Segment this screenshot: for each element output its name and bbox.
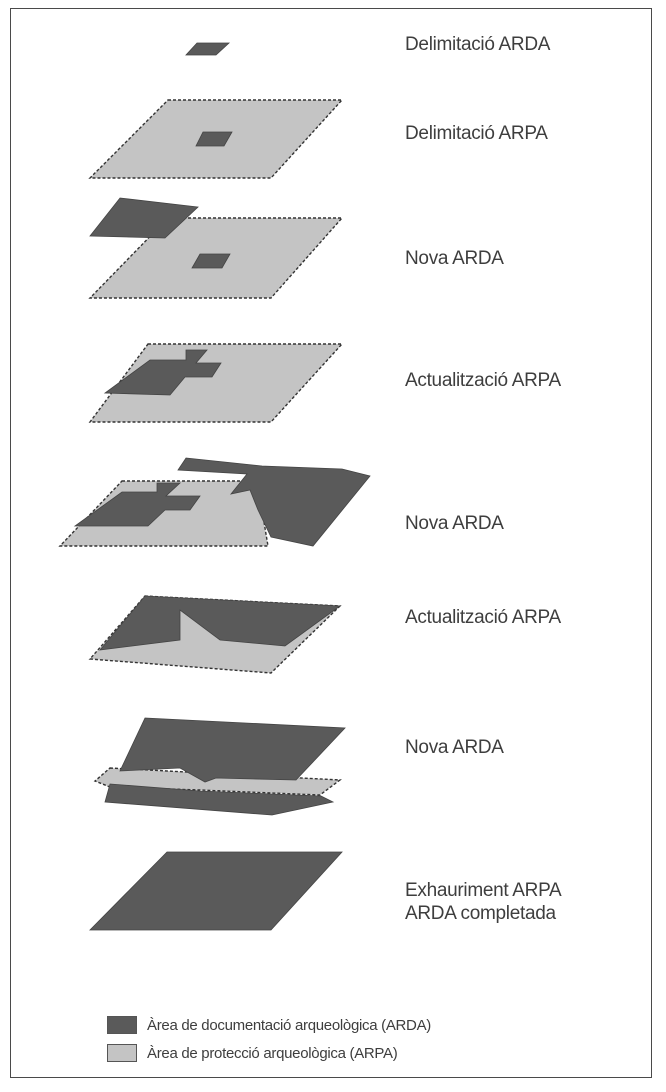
legend-label-arda: Àrea de documentació arqueològica (ARDA) [147,1016,431,1034]
legend-item-arpa: Àrea de protecció arqueològica (ARPA) [107,1042,398,1064]
stage-4-label: Actualització ARPA [405,370,561,391]
stage-1-label: Delimitació ARDA [405,34,551,55]
legend-item-arda: Àrea de documentació arqueològica (ARDA) [107,1014,431,1036]
stage-8-graphic [89,851,343,931]
arda-shape [89,851,343,931]
arda-shape [99,595,342,651]
arda-shape [103,349,222,396]
arda-shape [191,253,231,269]
stage-4-graphic [88,343,344,423]
legend-swatch-arpa [107,1044,137,1062]
stage-2-graphic [88,99,344,179]
legend-label-arpa: Àrea de protecció arqueològica (ARPA) [147,1044,398,1062]
stage-7-graphic [93,717,346,816]
arda-new-shape [89,197,199,239]
stage-5-graphic [58,457,371,547]
stage-7-label: Nova ARDA [405,737,504,758]
stage-8-label-line2: ARDA completada [405,903,556,924]
stage-8-label: Exhauriment ARPA [405,880,562,901]
arda-shape [185,42,231,56]
arpa-plane [58,480,269,547]
stage-1-graphic [185,42,231,56]
stage-3-graphic [88,197,344,299]
stage-6-graphic [88,595,342,674]
arda-shape [73,482,201,527]
arda-shape [195,131,233,147]
stage-5-label: Nova ARDA [405,513,504,534]
arda-new-shape [104,783,335,816]
legend-swatch-arda [107,1016,137,1034]
arda-new-shape [177,457,371,547]
arda-shape [119,717,346,783]
stage-6-label: Actualització ARPA [405,607,561,628]
stage-2-label: Delimitació ARPA [405,123,548,144]
stage-3-label: Nova ARDA [405,248,504,269]
